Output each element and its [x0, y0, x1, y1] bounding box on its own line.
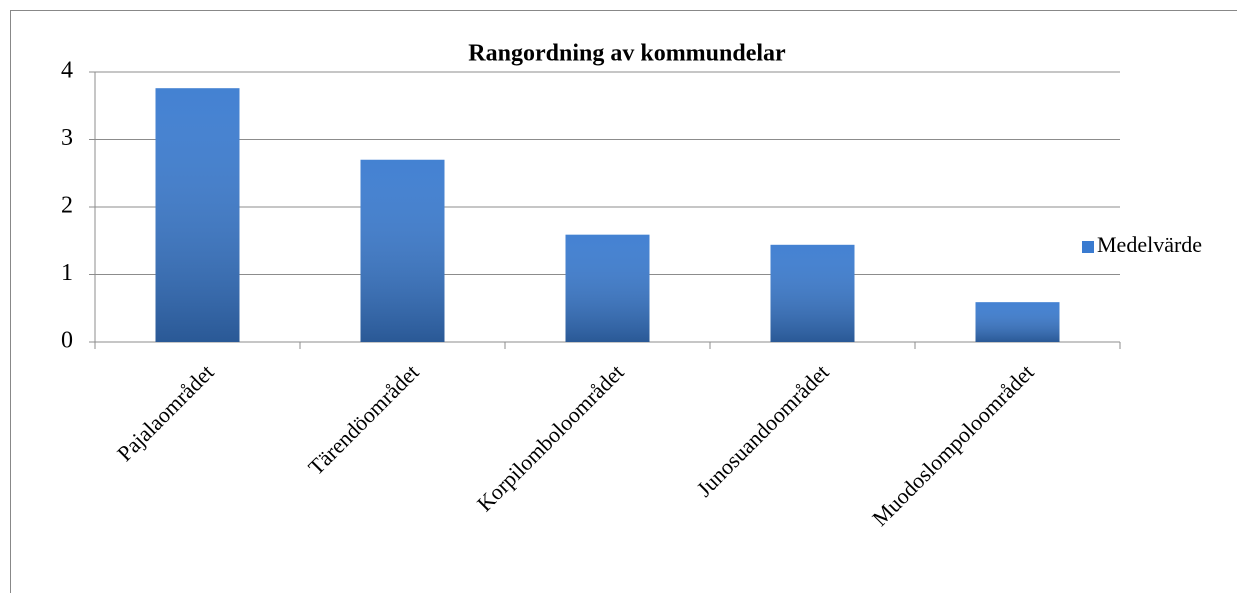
- x-tick-label: Junosuandoområdet: [691, 359, 833, 501]
- bar: [565, 234, 650, 342]
- x-tick-label: Korpilomboloområdet: [472, 359, 629, 516]
- x-tick-label: Muodoslompoloområdet: [867, 359, 1039, 531]
- y-tick-label: 3: [61, 125, 73, 151]
- bar: [975, 302, 1060, 342]
- legend-swatch: [1082, 241, 1094, 253]
- y-tick-label: 0: [61, 328, 73, 354]
- x-tick-label: Tärendöområdet: [303, 359, 423, 479]
- bar: [770, 244, 855, 342]
- y-tick-label: 2: [61, 193, 73, 219]
- bar: [155, 88, 240, 342]
- bar: [360, 159, 445, 342]
- y-tick-label: 4: [61, 58, 73, 84]
- chart-title: Rangordning av kommundelar: [468, 41, 786, 67]
- y-tick-label: 1: [61, 260, 73, 286]
- chart-border: [10, 10, 1237, 593]
- x-tick-label: Pajalaområdet: [112, 359, 219, 466]
- legend-label: Medelvärde: [1097, 232, 1202, 257]
